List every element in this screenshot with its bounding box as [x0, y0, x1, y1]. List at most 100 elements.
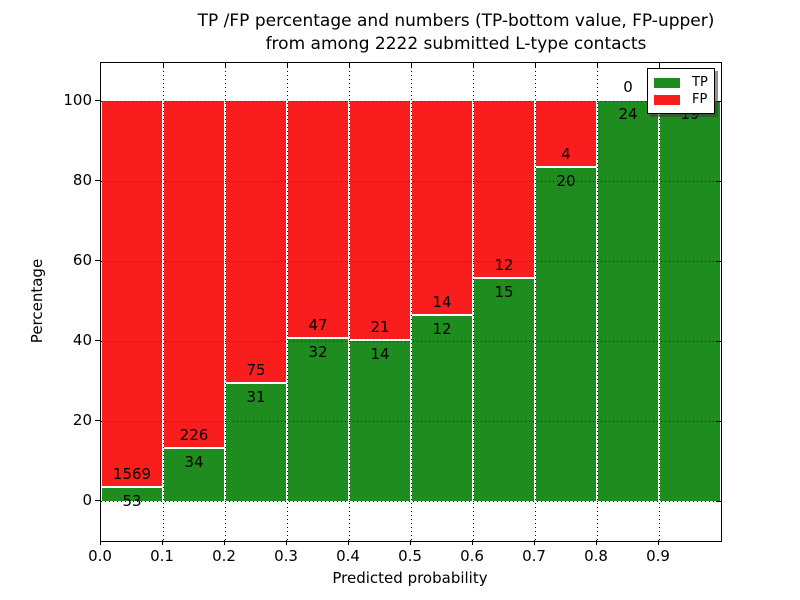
chart-title-line1: TP /FP percentage and numbers (TP-bottom… — [197, 11, 715, 31]
x-tick — [472, 540, 474, 545]
y-tick-label: 60 — [72, 251, 92, 269]
fp-count-label: 0 — [623, 78, 633, 96]
bar-segment-tp — [164, 449, 224, 501]
x-gridline — [225, 63, 226, 541]
fp-count-label: 75 — [246, 361, 266, 379]
x-tick-top — [287, 63, 289, 68]
x-gridline — [287, 63, 288, 541]
tp-count-label: 24 — [618, 105, 638, 123]
bar-segment-tp — [660, 101, 720, 501]
bar-segment-tp — [474, 279, 534, 501]
chart-title: TP /FP percentage and numbers (TP-bottom… — [198, 10, 715, 56]
x-tick-label: 0.2 — [212, 547, 236, 565]
x-gridline — [535, 63, 536, 541]
y-tick-label: 80 — [72, 171, 92, 189]
y-tick-label: 100 — [63, 91, 92, 109]
y-tick-right — [716, 501, 721, 503]
x-tick-label: 0.8 — [584, 547, 608, 565]
bar-segment-fp — [102, 101, 162, 486]
legend-label: FP — [692, 92, 708, 107]
bar-segment-fp — [474, 101, 534, 277]
x-axis-label: Predicted probability — [332, 569, 488, 587]
x-tick-label: 0.9 — [646, 547, 670, 565]
x-gridline — [659, 63, 660, 541]
chart-title-line2: from among 2222 submitted L-type contact… — [265, 34, 647, 54]
bar-segment-tp — [412, 316, 472, 501]
bar-segment-fp — [412, 101, 472, 314]
y-tick — [95, 340, 100, 342]
tp-count-label: 34 — [184, 453, 204, 471]
x-gridline — [597, 63, 598, 541]
bar-segment-fp — [288, 101, 348, 337]
x-gridline — [163, 63, 164, 541]
tp-count-label: 32 — [308, 343, 328, 361]
y-tick — [95, 500, 100, 502]
x-tick-label: 0.3 — [274, 547, 298, 565]
x-gridline — [411, 63, 412, 541]
legend-entry: TP — [654, 74, 714, 91]
bar-segment-fp — [164, 101, 224, 447]
y-tick-right — [716, 341, 721, 343]
x-tick-top — [597, 63, 599, 68]
fp-count-label: 21 — [370, 318, 390, 336]
y-tick-right — [716, 181, 721, 183]
x-tick-label: 0.5 — [398, 547, 422, 565]
x-tick — [534, 540, 536, 545]
fp-count-label: 4 — [561, 145, 571, 163]
x-tick-top — [473, 63, 475, 68]
x-gridline — [473, 63, 474, 541]
x-tick — [596, 540, 598, 545]
y-tick-right — [716, 101, 721, 103]
tp-count-label: 20 — [556, 172, 576, 190]
bar-segment-fp — [226, 101, 286, 382]
x-tick — [348, 540, 350, 545]
y-tick-right — [716, 261, 721, 263]
x-tick-top — [535, 63, 537, 68]
x-gridline — [349, 63, 350, 541]
tp-count-label: 12 — [432, 320, 452, 338]
x-tick-label: 0.0 — [88, 547, 112, 565]
bar-segment-tp — [288, 339, 348, 501]
y-tick — [95, 260, 100, 262]
bar-segment-tp — [226, 384, 286, 501]
y-tick — [95, 180, 100, 182]
tp-count-label: 53 — [122, 492, 142, 510]
x-tick-top — [225, 63, 227, 68]
fp-count-label: 1569 — [112, 465, 152, 483]
x-tick-label: 0.1 — [150, 547, 174, 565]
x-tick-top — [349, 63, 351, 68]
y-tick-label: 0 — [82, 491, 92, 509]
bar-segment-tp — [102, 488, 162, 501]
plot-area: 1569532263475314732211414121215420024019… — [100, 62, 722, 542]
x-tick — [658, 540, 660, 545]
x-tick — [224, 540, 226, 545]
x-tick — [410, 540, 412, 545]
y-axis-label: Percentage — [28, 258, 46, 344]
x-tick — [286, 540, 288, 545]
bar-segment-fp — [536, 101, 596, 166]
tp-count-label: 15 — [494, 283, 514, 301]
bar-segment-fp — [350, 101, 410, 339]
y-tick — [95, 100, 100, 102]
tp-count-label: 31 — [246, 388, 266, 406]
x-tick-top — [163, 63, 165, 68]
x-tick-label: 0.6 — [460, 547, 484, 565]
x-tick-top — [411, 63, 413, 68]
x-tick — [162, 540, 164, 545]
x-tick-top — [659, 63, 661, 68]
legend-swatch-fp — [654, 94, 680, 105]
y-tick-right — [716, 421, 721, 423]
legend-entry: FP — [654, 91, 714, 108]
fp-count-label: 47 — [308, 316, 328, 334]
fp-count-label: 14 — [432, 293, 452, 311]
y-tick-label: 40 — [72, 331, 92, 349]
fp-count-label: 12 — [494, 256, 514, 274]
tp-count-label: 14 — [370, 345, 390, 363]
bar-segment-tp — [598, 101, 658, 501]
x-tick-label: 0.4 — [336, 547, 360, 565]
fp-count-label: 226 — [179, 426, 209, 444]
legend-swatch-tp — [654, 77, 680, 88]
y-tick-label: 20 — [72, 411, 92, 429]
y-tick — [95, 420, 100, 422]
